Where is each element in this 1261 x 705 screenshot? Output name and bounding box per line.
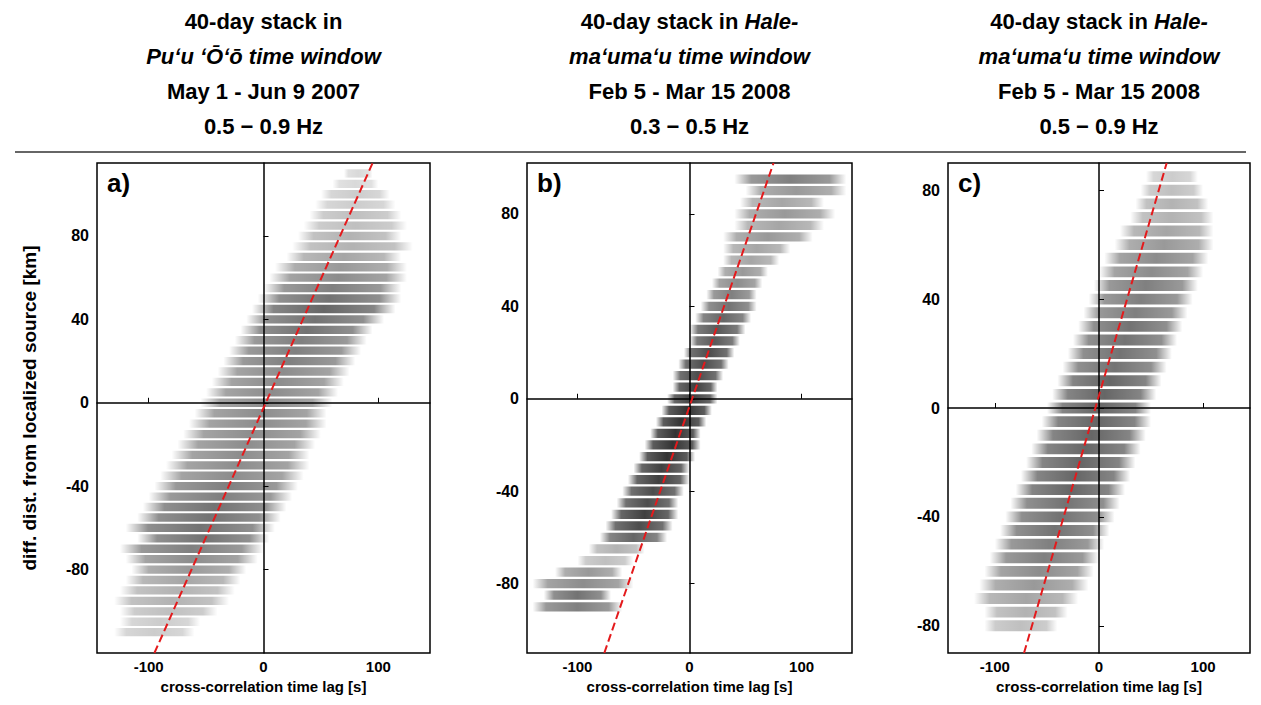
svg-text:a): a) — [107, 168, 130, 198]
svg-text:-40: -40 — [496, 483, 519, 500]
svg-text:-40: -40 — [917, 508, 940, 525]
svg-text:-80: -80 — [917, 617, 940, 634]
svg-text:-80: -80 — [496, 575, 519, 592]
svg-text:cross-correlation time lag [s]: cross-correlation time lag [s] — [587, 678, 793, 695]
svg-text:cross-correlation time lag [s]: cross-correlation time lag [s] — [996, 678, 1202, 695]
svg-text:0.5 − 0.9 Hz: 0.5 − 0.9 Hz — [204, 114, 323, 139]
svg-text:80: 80 — [71, 227, 89, 244]
svg-text:0.3 − 0.5 Hz: 0.3 − 0.5 Hz — [630, 114, 749, 139]
svg-text:0: 0 — [931, 400, 940, 417]
svg-text:maʻumaʻu time window: maʻumaʻu time window — [569, 44, 812, 69]
svg-text:100: 100 — [1191, 658, 1216, 675]
svg-text:diff. dist. from localized sou: diff. dist. from localized source [km] — [19, 245, 40, 570]
svg-text:80: 80 — [501, 205, 519, 222]
svg-text:-100: -100 — [562, 658, 592, 675]
svg-text:0: 0 — [510, 390, 519, 407]
svg-text:0: 0 — [1095, 658, 1103, 675]
svg-text:0: 0 — [685, 658, 693, 675]
svg-text:May 1 - Jun 9 2007: May 1 - Jun 9 2007 — [167, 79, 360, 104]
svg-text:80: 80 — [922, 182, 940, 199]
svg-text:100: 100 — [366, 658, 391, 675]
svg-text:c): c) — [958, 168, 981, 198]
svg-text:100: 100 — [789, 658, 814, 675]
svg-text:0: 0 — [80, 394, 89, 411]
svg-text:-100: -100 — [980, 658, 1010, 675]
svg-text:40: 40 — [922, 291, 940, 308]
svg-text:0.5 − 0.9 Hz: 0.5 − 0.9 Hz — [1039, 114, 1158, 139]
svg-text:-100: -100 — [134, 658, 164, 675]
svg-text:b): b) — [537, 168, 562, 198]
svg-text:-40: -40 — [66, 478, 89, 495]
svg-text:40-day stack in: 40-day stack in — [990, 9, 1154, 34]
svg-text:cross-correlation time lag [s]: cross-correlation time lag [s] — [161, 678, 367, 695]
svg-text:-80: -80 — [66, 561, 89, 578]
svg-text:Hale-: Hale- — [745, 9, 799, 34]
svg-text:40-day stack in: 40-day stack in — [185, 9, 343, 34]
svg-text:40: 40 — [71, 311, 89, 328]
svg-text:0: 0 — [259, 658, 267, 675]
svg-text:maʻumaʻu time window: maʻumaʻu time window — [979, 44, 1222, 69]
svg-text:40: 40 — [501, 298, 519, 315]
svg-text:Puʻu ʻŌʻō time window: Puʻu ʻŌʻō time window — [146, 44, 383, 69]
svg-text:Feb 5 - Mar 15 2008: Feb 5 - Mar 15 2008 — [998, 79, 1200, 104]
svg-text:Feb 5 - Mar 15 2008: Feb 5 - Mar 15 2008 — [589, 79, 791, 104]
svg-text:40-day stack in: 40-day stack in — [581, 9, 745, 34]
svg-text:Hale-: Hale- — [1154, 9, 1208, 34]
